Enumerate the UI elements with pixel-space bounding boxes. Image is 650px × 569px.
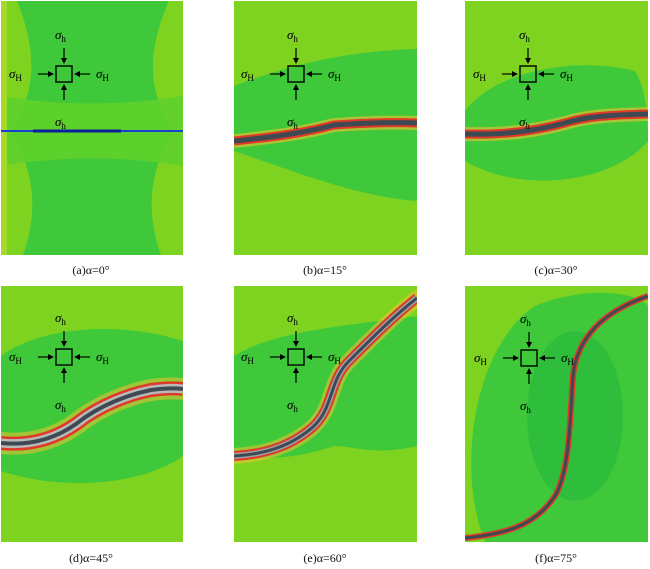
arrow-top-head xyxy=(61,341,67,347)
panel-b-caption: (b)α=15° xyxy=(303,263,347,277)
panel-e-caption: (e)α=60° xyxy=(303,551,347,565)
stress-element-square xyxy=(520,349,538,367)
arrow-top-head xyxy=(293,341,299,347)
sigma-h-bottom-label: σh xyxy=(55,397,66,414)
edge-zone xyxy=(1,1,7,255)
stress-element-square xyxy=(55,65,73,83)
stress-element-square xyxy=(519,65,537,83)
panel-d-caption: (d)α=45° xyxy=(69,551,113,565)
panel-c-caption: (c)α=30° xyxy=(534,263,578,277)
panel-a-caption: (a)α=0° xyxy=(72,263,110,277)
sigma-h-bottom-label: σh xyxy=(519,114,530,131)
sigma-h-bottom-label: σh xyxy=(520,398,531,415)
sigma-h-top-label: σh xyxy=(520,311,531,328)
fracture-core xyxy=(465,111,648,137)
stress-zone-core xyxy=(527,331,623,501)
stress-element-square xyxy=(287,348,305,366)
stress-zone-lobe xyxy=(334,396,417,436)
arrow-right-head xyxy=(74,71,80,77)
stress-element-square xyxy=(55,348,73,366)
sigma-h-top-label: σh xyxy=(287,310,298,327)
panel-f-caption: (f)α=75° xyxy=(535,551,577,565)
arrow-bottom-head xyxy=(293,84,299,90)
panel-d: σh σh σH σH xyxy=(1,286,183,542)
arrow-top-head xyxy=(293,58,299,64)
panel-e: σh σh σH σH xyxy=(234,286,417,542)
arrow-left-head xyxy=(280,354,286,360)
arrow-left-head xyxy=(48,71,54,77)
arrow-top-head xyxy=(526,342,532,348)
arrow-right-head xyxy=(538,71,544,77)
panel-a: σh σh σH σH xyxy=(1,1,183,255)
arrow-right-head xyxy=(306,354,312,360)
arrow-bottom-head xyxy=(293,367,299,373)
fracture-core xyxy=(234,296,417,458)
sigma-h-bottom-label: σh xyxy=(287,397,298,414)
fracture-core xyxy=(1,386,183,446)
sigma-h-top-label: σh xyxy=(55,27,66,44)
panel-f: σh σh σH σH xyxy=(465,286,648,542)
arrow-right-head xyxy=(539,355,545,361)
arrow-bottom-head xyxy=(61,84,67,90)
arrow-bottom-head xyxy=(61,367,67,373)
stress-element-square xyxy=(287,65,305,83)
panel-b: σh σh σH σH xyxy=(234,1,417,255)
sigma-h-bottom-label: σh xyxy=(55,114,66,131)
sigma-h-bottom-label: σh xyxy=(287,114,298,131)
arrow-right-head xyxy=(306,71,312,77)
arrow-bottom-head xyxy=(525,84,531,90)
arrow-left-head xyxy=(48,354,54,360)
fracture-core xyxy=(465,294,648,540)
arrow-left-head xyxy=(512,71,518,77)
arrow-bottom-head xyxy=(526,368,532,374)
arrow-left-head xyxy=(513,355,519,361)
sigma-h-top-label: σh xyxy=(519,27,530,44)
sigma-h-top-label: σh xyxy=(55,310,66,327)
fracture-core xyxy=(234,120,417,144)
arrow-top-head xyxy=(61,58,67,64)
arrow-left-head xyxy=(280,71,286,77)
panel-c: σh σh σH σH xyxy=(465,1,648,255)
arrow-right-head xyxy=(74,354,80,360)
sigma-h-top-label: σh xyxy=(287,27,298,44)
arrow-top-head xyxy=(525,58,531,64)
